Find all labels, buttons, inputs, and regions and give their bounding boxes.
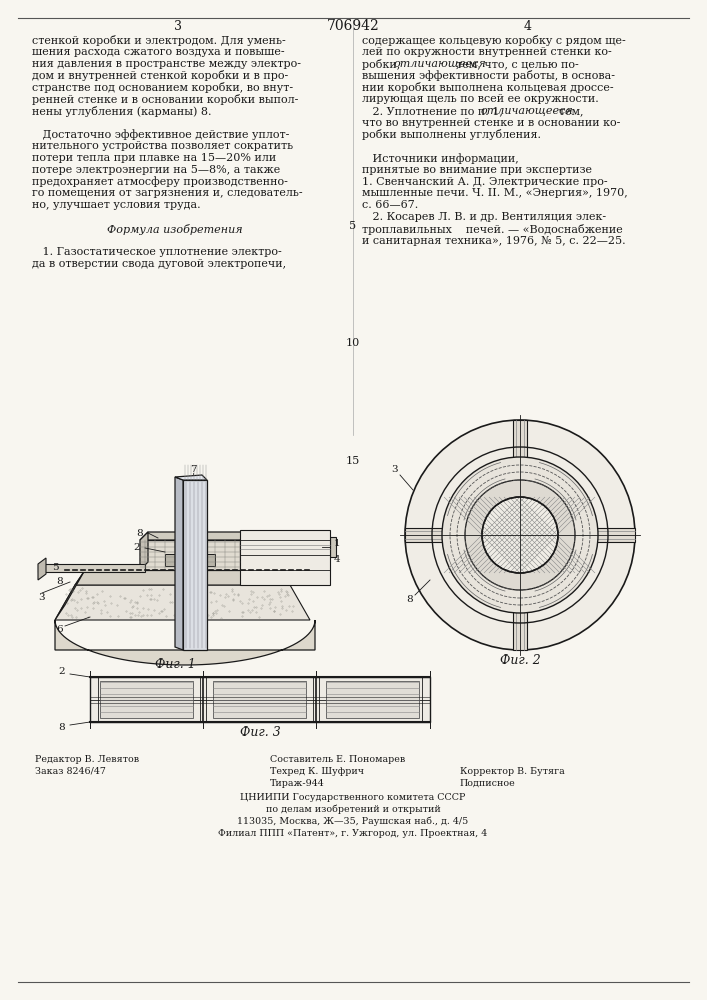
Circle shape — [442, 457, 598, 613]
Bar — [240, 543, 330, 551]
Polygon shape — [140, 532, 248, 540]
Text: стенкой коробки и электродом. Для умень-: стенкой коробки и электродом. Для умень- — [32, 35, 286, 46]
Text: Филиал ППП «Патент», г. Ужгород, ул. Проектная, 4: Филиал ППП «Патент», г. Ужгород, ул. Про… — [218, 829, 488, 838]
Text: Подписное: Подписное — [460, 779, 515, 788]
Polygon shape — [240, 530, 330, 585]
Text: 1. Газостатическое уплотнение электро-: 1. Газостатическое уплотнение электро- — [32, 247, 282, 257]
Text: и санитарная техника», 1976, № 5, с. 22—25.: и санитарная техника», 1976, № 5, с. 22—… — [362, 236, 626, 246]
Polygon shape — [55, 620, 315, 665]
Text: нии коробки выполнена кольцевая дроссе-: нии коробки выполнена кольцевая дроссе- — [362, 82, 614, 93]
Text: 2. Косарев Л. В. и др. Вентиляция элек-: 2. Косарев Л. В. и др. Вентиляция элек- — [362, 212, 606, 222]
Text: по делам изобретений и открытий: по делам изобретений и открытий — [266, 805, 440, 814]
Bar — [330, 537, 336, 557]
Text: что во внутренней стенке и в основании ко-: что во внутренней стенке и в основании к… — [362, 118, 620, 128]
Text: Корректор В. Бутяга: Корректор В. Бутяга — [460, 767, 565, 776]
Polygon shape — [175, 475, 207, 480]
Circle shape — [465, 480, 575, 590]
Text: 1: 1 — [334, 538, 340, 548]
Polygon shape — [55, 570, 85, 620]
Text: 4: 4 — [334, 556, 340, 564]
Text: странстве под основанием коробки, во внут-: странстве под основанием коробки, во вну… — [32, 82, 293, 93]
Text: 2. Уплотнение по п. 1,                тем,: 2. Уплотнение по п. 1, тем, — [362, 106, 583, 116]
Text: 3: 3 — [39, 592, 45, 601]
Text: нены углубления (карманы) 8.: нены углубления (карманы) 8. — [32, 106, 211, 117]
Text: Техред К. Шуфрич: Техред К. Шуфрич — [270, 767, 364, 776]
Text: робки выполнены углубления.: робки выполнены углубления. — [362, 129, 541, 140]
Bar — [326, 681, 419, 718]
Text: потере электроэнергии на 5—8%, а также: потере электроэнергии на 5—8%, а также — [32, 165, 280, 175]
Text: Фиг. 1: Фиг. 1 — [155, 658, 195, 672]
Text: 8: 8 — [407, 595, 414, 604]
Text: Тираж-944: Тираж-944 — [270, 779, 325, 788]
Polygon shape — [513, 420, 527, 497]
Polygon shape — [75, 570, 290, 585]
Bar — [183, 480, 207, 650]
Text: Достаточно эффективное действие уплот-: Достаточно эффективное действие уплот- — [32, 129, 289, 140]
Text: Редактор В. Левятов: Редактор В. Левятов — [35, 755, 139, 764]
Text: 5: 5 — [349, 221, 356, 231]
Text: го помещения от загрязнения и, следователь-: го помещения от загрязнения и, следовате… — [32, 188, 303, 198]
Circle shape — [405, 420, 635, 650]
Text: 3: 3 — [392, 466, 398, 475]
Text: 706942: 706942 — [327, 19, 380, 33]
Text: Фиг. 2: Фиг. 2 — [500, 654, 540, 666]
Text: 2: 2 — [59, 668, 65, 676]
Text: нительного устройства позволяет сократить: нительного устройства позволяет сократит… — [32, 141, 293, 151]
Text: да в отверстии свода дуговой электропечи,: да в отверстии свода дуговой электропечи… — [32, 259, 286, 269]
Text: робки,                тем, что, с целью по-: робки, тем, что, с целью по- — [362, 59, 579, 70]
Polygon shape — [405, 528, 482, 542]
Polygon shape — [513, 573, 527, 650]
Text: потери тепла при плавке на 15—20% или: потери тепла при плавке на 15—20% или — [32, 153, 276, 163]
Text: принятые во внимание при экспертизе: принятые во внимание при экспертизе — [362, 165, 592, 175]
Text: Формула изобретения: Формула изобретения — [107, 224, 243, 235]
Text: Составитель Е. Пономарев: Составитель Е. Пономарев — [270, 755, 405, 764]
Text: содержащее кольцевую коробку с рядом ще-: содержащее кольцевую коробку с рядом ще- — [362, 35, 626, 46]
Text: но, улучшает условия труда.: но, улучшает условия труда. — [32, 200, 201, 210]
Text: с. 66—67.: с. 66—67. — [362, 200, 419, 210]
Text: дом и внутренней стенкой коробки и в про-: дом и внутренней стенкой коробки и в про… — [32, 70, 288, 81]
Text: троплавильных    печей. — «Водоснабжение: троплавильных печей. — «Водоснабжение — [362, 224, 623, 235]
Text: 8: 8 — [59, 722, 65, 732]
Polygon shape — [38, 558, 46, 580]
Text: лей по окружности внутренней стенки ко-: лей по окружности внутренней стенки ко- — [362, 47, 612, 57]
Polygon shape — [175, 477, 183, 650]
Text: вышения эффективности работы, в основа-: вышения эффективности работы, в основа- — [362, 70, 615, 81]
Text: 3: 3 — [174, 19, 182, 32]
Text: мышленные печи. Ч. II. М., «Энергия», 1970,: мышленные печи. Ч. II. М., «Энергия», 19… — [362, 188, 628, 198]
Text: отличающееся: отличающееся — [394, 59, 486, 69]
Bar — [90, 677, 430, 722]
Bar — [165, 554, 215, 566]
Text: 10: 10 — [346, 338, 360, 348]
Text: Заказ 8246/47: Заказ 8246/47 — [35, 767, 106, 776]
Bar — [140, 540, 240, 570]
Text: ния давления в пространстве между электро-: ния давления в пространстве между электр… — [32, 59, 301, 69]
Text: 5: 5 — [52, 564, 58, 572]
Text: 15: 15 — [346, 456, 360, 466]
Circle shape — [482, 497, 558, 573]
Text: предохраняет атмосферу производственно-: предохраняет атмосферу производственно- — [32, 177, 288, 187]
Text: 8: 8 — [57, 578, 64, 586]
Text: лирующая щель по всей ее окружности.: лирующая щель по всей ее окружности. — [362, 94, 599, 104]
Text: Источники информации,: Источники информации, — [362, 153, 519, 164]
Text: отличающееся: отличающееся — [480, 106, 573, 116]
Text: 113035, Москва, Ж—35, Раушская наб., д. 4/5: 113035, Москва, Ж—35, Раушская наб., д. … — [238, 817, 469, 826]
Polygon shape — [38, 564, 145, 572]
Text: 1. Свенчанский А. Д. Электрические про-: 1. Свенчанский А. Д. Электрические про- — [362, 177, 607, 187]
Text: 4: 4 — [524, 19, 532, 32]
Text: ренней стенке и в основании коробки выпол-: ренней стенке и в основании коробки выпо… — [32, 94, 298, 105]
Polygon shape — [140, 532, 148, 570]
Text: 7: 7 — [189, 466, 197, 475]
Polygon shape — [55, 585, 310, 620]
Text: 8: 8 — [136, 528, 144, 538]
Bar — [213, 681, 306, 718]
Bar — [100, 681, 193, 718]
Text: 6: 6 — [57, 626, 64, 635]
Text: ЦНИИПИ Государственного комитета СССР: ЦНИИПИ Государственного комитета СССР — [240, 793, 466, 802]
Text: Фиг. 3: Фиг. 3 — [240, 726, 281, 738]
Text: 2: 2 — [134, 544, 140, 552]
Text: шения расхода сжатого воздуха и повыше-: шения расхода сжатого воздуха и повыше- — [32, 47, 285, 57]
Polygon shape — [558, 528, 635, 542]
